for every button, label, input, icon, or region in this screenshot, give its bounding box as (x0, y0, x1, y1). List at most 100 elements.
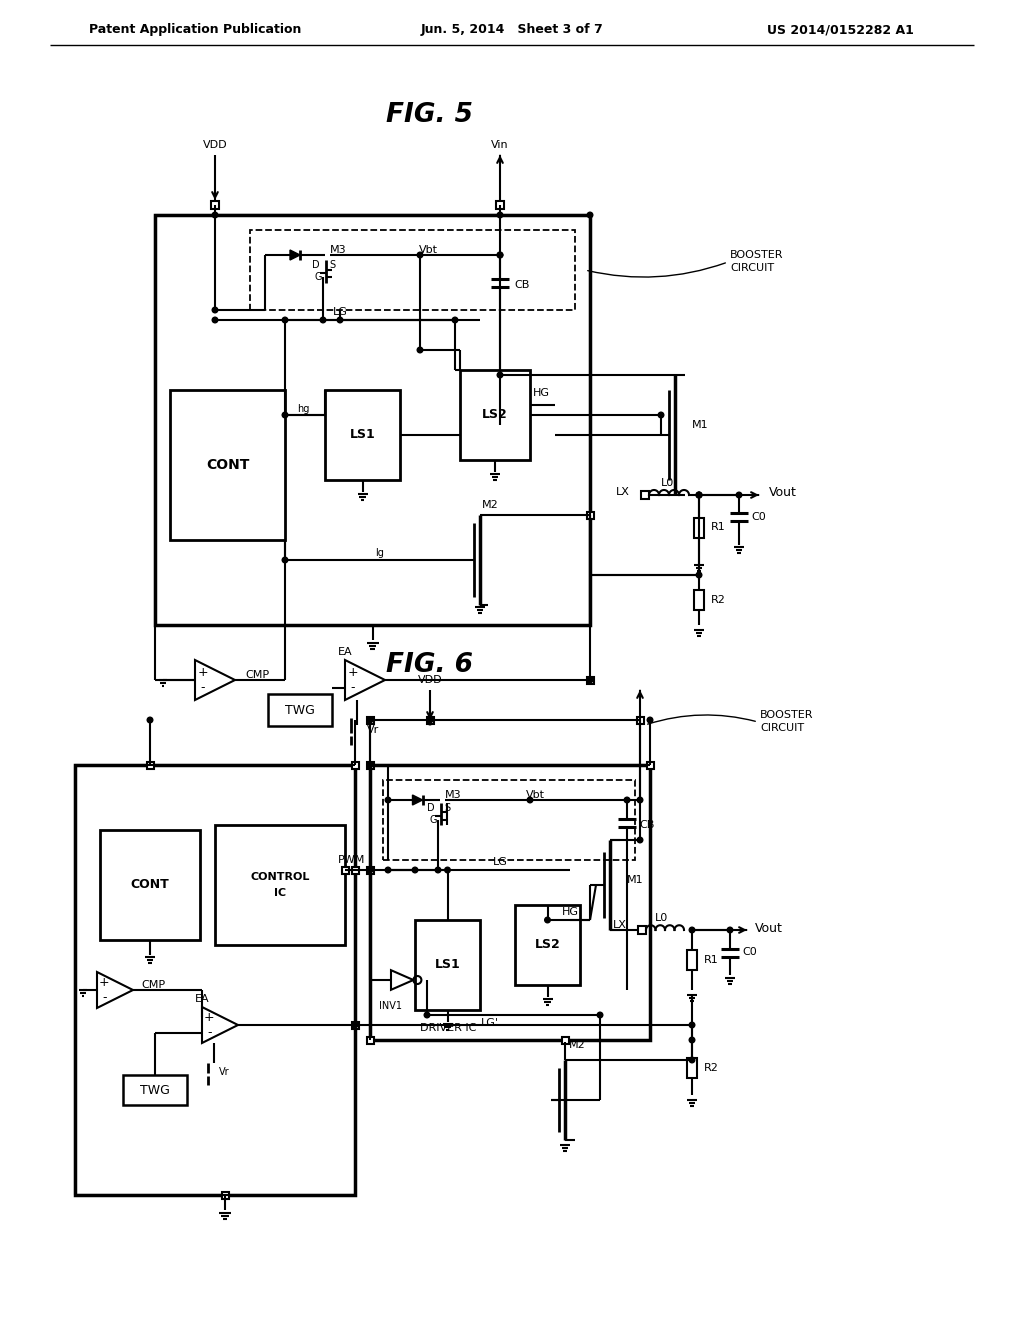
Bar (687, 950, 697, 970)
Circle shape (417, 347, 423, 352)
Bar (460, 370, 530, 459)
Circle shape (212, 213, 218, 218)
Bar (75, 766, 355, 1195)
Circle shape (413, 867, 418, 873)
Circle shape (689, 1038, 695, 1043)
Bar (351, 866, 358, 874)
Circle shape (321, 317, 326, 323)
Text: CMP: CMP (141, 979, 165, 990)
Text: M1: M1 (691, 420, 709, 430)
Text: lg: lg (376, 548, 384, 558)
Circle shape (637, 717, 643, 723)
Circle shape (385, 797, 391, 803)
Text: TWG: TWG (285, 704, 315, 717)
Bar (367, 717, 374, 723)
Text: LS2: LS2 (482, 408, 508, 421)
Text: CMP: CMP (245, 671, 269, 680)
Bar (155, 215, 590, 624)
Circle shape (625, 797, 630, 803)
Circle shape (368, 717, 373, 723)
Bar (587, 511, 594, 519)
Text: LS2: LS2 (535, 939, 560, 952)
Bar (170, 389, 285, 540)
Text: S: S (444, 803, 451, 813)
Circle shape (545, 917, 550, 923)
Text: Jun. 5, 2014   Sheet 3 of 7: Jun. 5, 2014 Sheet 3 of 7 (421, 24, 603, 37)
Circle shape (696, 492, 701, 498)
Text: INV1: INV1 (380, 1001, 402, 1011)
Circle shape (689, 1022, 695, 1028)
Bar (383, 780, 635, 861)
Circle shape (427, 717, 433, 723)
Text: -: - (207, 1026, 211, 1039)
Text: M3: M3 (330, 246, 346, 255)
Circle shape (696, 492, 701, 498)
Bar (341, 866, 348, 874)
Bar (268, 694, 332, 726)
Text: LG: LG (333, 308, 347, 317)
Text: EA: EA (338, 647, 352, 657)
Circle shape (647, 717, 653, 723)
Text: VDD: VDD (418, 675, 442, 685)
Bar (561, 1036, 568, 1044)
Text: +: + (204, 1011, 214, 1024)
Circle shape (689, 927, 695, 933)
Text: -: - (102, 991, 106, 1003)
Circle shape (658, 412, 664, 418)
Text: Vbt: Vbt (419, 246, 437, 255)
Text: M2: M2 (568, 1040, 586, 1049)
Text: EA: EA (195, 994, 209, 1005)
Circle shape (212, 317, 218, 323)
Bar (370, 766, 650, 1040)
Bar (637, 717, 643, 723)
Circle shape (498, 372, 503, 378)
Text: US 2014/0152282 A1: US 2014/0152282 A1 (767, 24, 913, 37)
Text: C0: C0 (742, 946, 757, 957)
Circle shape (637, 837, 643, 842)
Text: R2: R2 (705, 1063, 719, 1073)
Bar (687, 1057, 697, 1077)
Text: LG': LG' (481, 1018, 499, 1028)
Text: PWM: PWM (338, 855, 365, 865)
Circle shape (368, 867, 373, 873)
Bar (351, 762, 358, 768)
Circle shape (283, 557, 288, 562)
Text: Vbt: Vbt (525, 789, 545, 800)
Circle shape (637, 797, 643, 803)
Text: FIG. 6: FIG. 6 (386, 652, 473, 678)
Text: Vr: Vr (367, 725, 379, 735)
Text: M3: M3 (444, 789, 462, 800)
Bar (641, 491, 649, 499)
Text: L0: L0 (660, 478, 674, 488)
Circle shape (587, 677, 593, 682)
Circle shape (587, 512, 593, 517)
Text: M2: M2 (481, 500, 499, 510)
Bar (515, 906, 580, 985)
Circle shape (352, 1022, 357, 1028)
Bar (211, 201, 219, 209)
Bar (694, 590, 705, 610)
Polygon shape (290, 249, 300, 260)
Text: Vout: Vout (755, 921, 783, 935)
Circle shape (427, 719, 433, 725)
Bar (427, 717, 433, 723)
Text: S: S (329, 260, 335, 271)
Text: CONT: CONT (206, 458, 249, 473)
Text: DRIVER IC: DRIVER IC (420, 1023, 476, 1034)
Bar (496, 201, 504, 209)
Text: G: G (314, 272, 322, 282)
Text: BOOSTER: BOOSTER (760, 710, 813, 719)
Text: TWG: TWG (140, 1084, 170, 1097)
Bar (587, 676, 594, 684)
Text: M1: M1 (627, 875, 643, 884)
Text: +: + (99, 977, 110, 989)
Circle shape (696, 593, 701, 598)
Bar (646, 762, 653, 768)
Circle shape (368, 762, 373, 768)
Circle shape (385, 867, 391, 873)
Text: G: G (429, 814, 437, 825)
Text: R2: R2 (711, 595, 726, 605)
Circle shape (727, 927, 733, 933)
Bar (325, 389, 400, 480)
Bar (415, 920, 480, 1010)
